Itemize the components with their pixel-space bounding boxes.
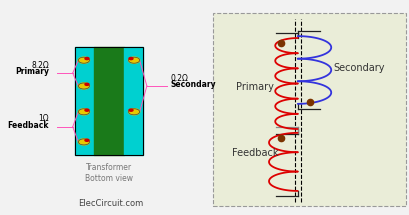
Text: Bottom view: Bottom view <box>85 174 133 183</box>
Text: 1Ω: 1Ω <box>38 114 49 123</box>
Text: Secondary: Secondary <box>171 80 216 89</box>
Circle shape <box>85 139 89 141</box>
Circle shape <box>129 109 133 111</box>
Bar <box>124 47 142 155</box>
Circle shape <box>128 109 139 115</box>
Circle shape <box>85 83 89 85</box>
Text: Feedback: Feedback <box>8 121 49 130</box>
Circle shape <box>85 109 89 111</box>
Text: 0.2Ω: 0.2Ω <box>171 74 188 83</box>
Circle shape <box>78 83 89 89</box>
Text: Transformer: Transformer <box>86 163 132 172</box>
Text: Primary: Primary <box>15 67 49 76</box>
Circle shape <box>78 57 89 63</box>
Circle shape <box>78 109 89 115</box>
Bar <box>94 47 124 155</box>
Text: ElecCircuit.com: ElecCircuit.com <box>78 199 143 208</box>
Text: Primary: Primary <box>236 82 274 92</box>
Text: 8.2Ω: 8.2Ω <box>31 61 49 70</box>
Text: Feedback: Feedback <box>231 148 278 158</box>
Text: Secondary: Secondary <box>333 63 384 73</box>
Bar <box>212 13 405 206</box>
Circle shape <box>78 139 89 145</box>
Circle shape <box>128 57 139 63</box>
Circle shape <box>129 57 133 60</box>
Circle shape <box>85 57 89 60</box>
Bar <box>75 47 94 155</box>
Bar <box>75 47 142 155</box>
